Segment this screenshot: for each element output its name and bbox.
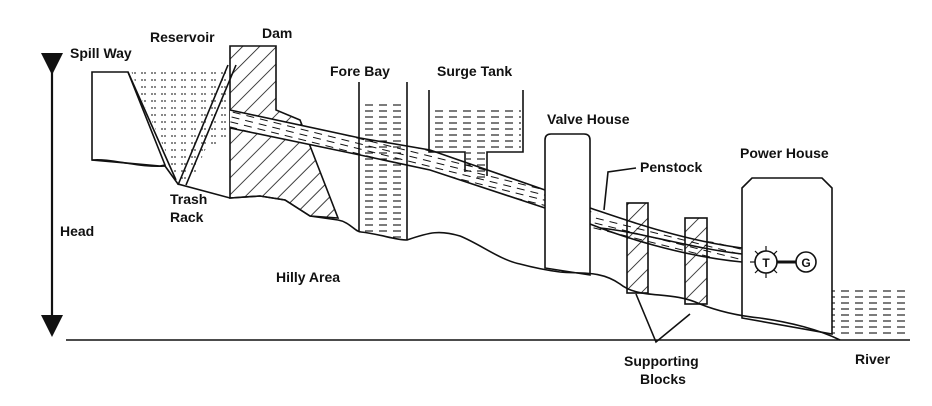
trash-rack-label-1: Trash bbox=[170, 191, 207, 207]
trash-rack-line-a bbox=[177, 64, 229, 186]
supporting-block-1 bbox=[626, 202, 649, 294]
trash-rack-line-b bbox=[185, 64, 237, 186]
supporting-block-2 bbox=[684, 217, 708, 305]
head-label: Head bbox=[60, 223, 94, 239]
generator-label: G bbox=[801, 256, 810, 270]
penstock-leader bbox=[603, 167, 637, 211]
penstock-pipe-middle bbox=[599, 227, 743, 255]
trash-rack-label-2: Rack bbox=[170, 209, 204, 225]
fore-bay-water bbox=[361, 100, 406, 240]
river-water bbox=[832, 290, 905, 338]
valve-house bbox=[544, 133, 591, 276]
penstock-label: Penstock bbox=[640, 159, 702, 175]
power-house-label: Power House bbox=[740, 145, 829, 161]
spill-way-edge bbox=[127, 71, 177, 181]
dam-label: Dam bbox=[262, 25, 292, 41]
river-label: River bbox=[855, 351, 891, 367]
power-house bbox=[741, 177, 833, 335]
penstock-pipe-top bbox=[589, 207, 743, 249]
reservoir-water bbox=[130, 68, 230, 182]
surge-tank-label: Surge Tank bbox=[437, 63, 512, 79]
surge-tank-riser-water bbox=[466, 150, 486, 180]
reservoir-label: Reservoir bbox=[150, 29, 215, 45]
hilly-area-label: Hilly Area bbox=[276, 269, 340, 285]
spill-way-label: Spill Way bbox=[70, 45, 132, 61]
supporting-blocks-label-1: Supporting bbox=[624, 353, 699, 369]
supporting-blocks-leader bbox=[635, 293, 691, 344]
turbine-label: T bbox=[762, 256, 770, 270]
fore-bay-label: Fore Bay bbox=[330, 63, 390, 79]
penstock-flow bbox=[230, 110, 742, 260]
valve-house-label: Valve House bbox=[547, 111, 630, 127]
supporting-blocks-label-2: Blocks bbox=[640, 371, 686, 387]
ground-line bbox=[91, 158, 841, 341]
surge-tank-outline bbox=[428, 90, 524, 176]
surge-tank-water bbox=[431, 110, 521, 150]
generator-symbol bbox=[795, 251, 817, 273]
